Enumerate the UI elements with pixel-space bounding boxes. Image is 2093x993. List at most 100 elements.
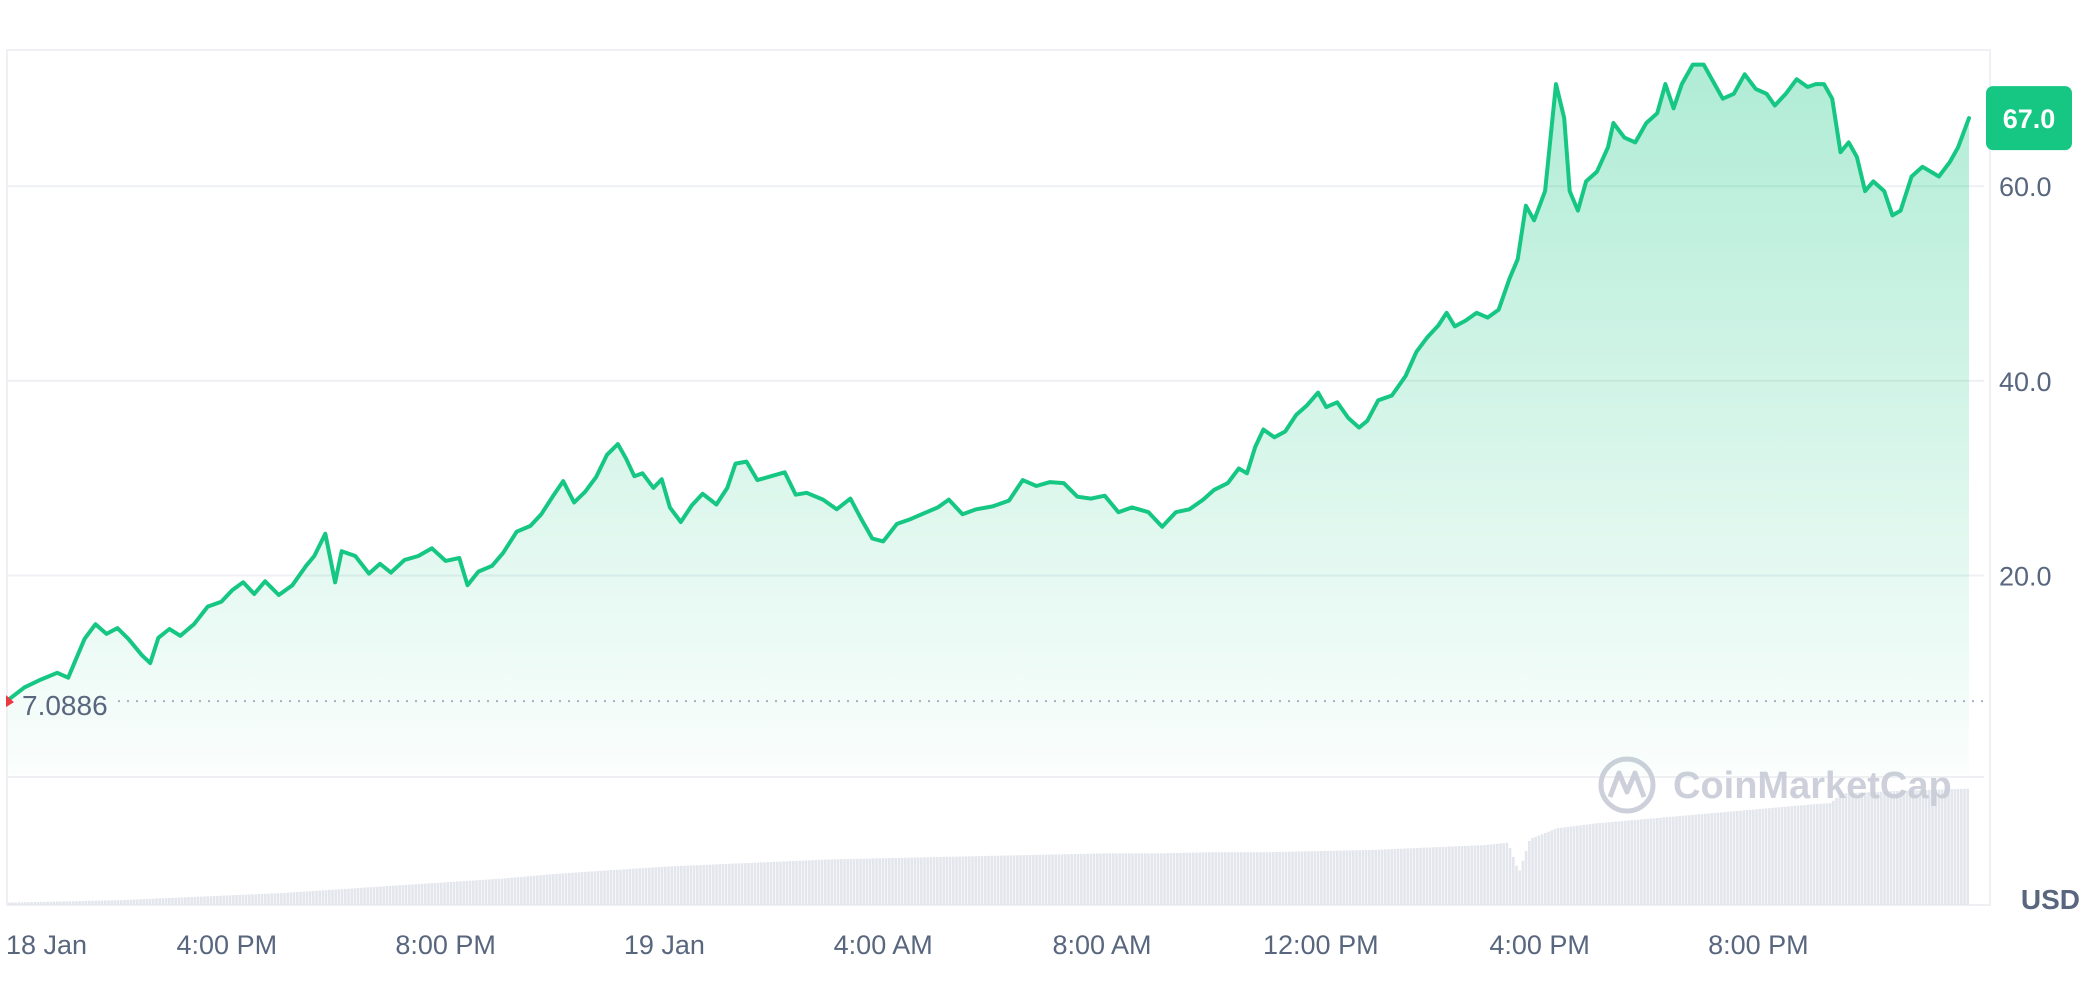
volume-bar — [987, 855, 990, 905]
volume-bar — [1243, 852, 1246, 905]
volume-bar — [1755, 809, 1758, 905]
volume-bar — [123, 899, 126, 905]
volume-bar — [1140, 853, 1144, 905]
volume-bar — [616, 869, 619, 905]
volume-bar — [648, 867, 651, 905]
volume-bar — [382, 886, 385, 905]
volume-bar — [1000, 855, 1003, 905]
volume-bar — [667, 866, 670, 905]
volume-bar — [1486, 844, 1489, 905]
volume-bar — [1953, 789, 1957, 905]
volume-bar — [1627, 820, 1630, 905]
volume-bar — [1950, 789, 1953, 905]
volume-bar — [1272, 852, 1275, 905]
open-price-label: 7.0886 — [22, 690, 108, 721]
volume-bar — [1054, 854, 1057, 905]
volume-bar — [1947, 789, 1950, 905]
volume-bar — [1908, 790, 1912, 905]
volume-bar — [1931, 789, 1934, 905]
volume-bar — [1508, 848, 1512, 905]
volume-bar — [1700, 814, 1704, 905]
volume-bar — [526, 876, 529, 905]
volume-bar — [840, 859, 843, 905]
volume-bar — [97, 900, 101, 905]
volume-bar — [1889, 791, 1893, 905]
volume-bar — [388, 885, 392, 905]
volume-bar — [1643, 819, 1646, 905]
volume-bar — [689, 865, 693, 905]
volume-bar — [417, 884, 421, 905]
volume-bar — [1345, 850, 1349, 905]
volume-bar — [1544, 832, 1547, 905]
volume-bar — [1419, 847, 1422, 905]
volume-bar — [1092, 853, 1096, 905]
volume-bar — [56, 901, 59, 905]
volume-bar — [1726, 811, 1729, 905]
volume-bar — [1758, 809, 1761, 905]
volume-bar — [1006, 855, 1009, 905]
volume-bar — [1182, 852, 1185, 905]
volume-bar — [635, 868, 638, 905]
volume-bar — [1195, 852, 1198, 905]
volume-bar — [833, 859, 837, 905]
volume-bar — [1611, 821, 1614, 905]
volume-bar — [312, 891, 315, 905]
volume-bar — [1707, 813, 1710, 905]
volume-bar — [1614, 821, 1617, 905]
volume-bar — [692, 865, 696, 905]
volume-bar — [1566, 826, 1569, 905]
volume-bar — [548, 874, 552, 905]
volume-bar — [1832, 800, 1835, 905]
volume-bar — [798, 860, 801, 905]
volume-bar — [811, 860, 814, 905]
volume-bar — [494, 879, 497, 905]
volume-bar — [542, 874, 545, 905]
volume-bar — [782, 861, 785, 905]
volume-bar — [1592, 823, 1595, 905]
volume-bar — [1518, 870, 1521, 905]
volume-bar — [404, 884, 408, 905]
volume-bar — [670, 866, 673, 905]
volume-bar — [324, 890, 328, 905]
volume-bar — [1601, 822, 1605, 905]
volume-bar — [1672, 816, 1675, 905]
volume-bar — [1035, 854, 1038, 905]
volume-bar — [254, 894, 257, 905]
volume-bar — [91, 900, 94, 905]
volume-bar — [344, 888, 347, 905]
volume-bar — [1323, 850, 1326, 905]
volume-bar — [1227, 852, 1230, 905]
volume-bar — [1739, 810, 1742, 905]
price-line[interactable] — [6, 62, 1971, 703]
volume-bar — [587, 871, 590, 905]
volume-bar — [1828, 803, 1832, 905]
x-tick-label: 4:00 AM — [834, 930, 933, 960]
volume-bar — [862, 858, 865, 905]
volume-bar — [1937, 789, 1941, 905]
volume-bar — [1448, 846, 1451, 905]
volume-bar — [606, 870, 609, 905]
volume-bar — [436, 882, 440, 905]
volume-bar — [1681, 815, 1685, 905]
volume-bar — [968, 856, 971, 905]
volume-bar — [1396, 848, 1400, 905]
volume-bar — [1179, 852, 1182, 905]
volume-bar — [1572, 826, 1576, 905]
volume-bar — [1745, 810, 1749, 905]
volume-bar — [1406, 848, 1409, 905]
volume-bar — [1816, 804, 1819, 905]
volume-bar — [1384, 849, 1387, 905]
volume-bar — [1438, 847, 1441, 905]
volume-bar — [1774, 807, 1777, 905]
volume-bar — [1579, 825, 1582, 905]
volume-bar — [1464, 845, 1467, 905]
volume-bar — [1844, 793, 1848, 905]
volume-bar — [1880, 791, 1883, 905]
volume-bar — [696, 865, 699, 905]
volume-bar — [1902, 790, 1905, 905]
volume-bar — [686, 865, 689, 905]
volume-bar — [1780, 807, 1784, 905]
x-tick-label: 4:00 PM — [177, 930, 278, 960]
volume-bar — [1553, 829, 1557, 905]
